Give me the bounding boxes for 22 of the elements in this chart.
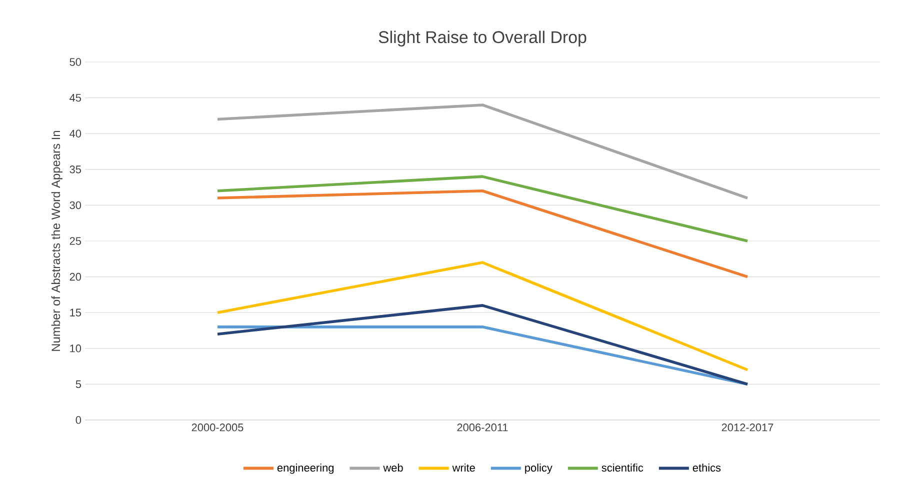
legend-label: scientific: [602, 464, 644, 472]
y-tick-label: 30: [70, 201, 82, 210]
y-axis-title: Number of Abstracts the Word Appears In: [51, 130, 62, 351]
x-tick-label: 2006-2011: [457, 424, 508, 432]
y-tick-label: 20: [70, 272, 82, 281]
y-tick-label: 45: [70, 94, 82, 102]
y-tick-label: 50: [70, 58, 82, 66]
legend-label: ethics: [692, 464, 721, 472]
legend-label: write: [452, 464, 475, 472]
legend-label: engineering: [277, 464, 334, 474]
y-tick-label: 0: [76, 416, 82, 424]
legend-label: web: [383, 464, 403, 472]
x-tick-label: 2012-2017: [722, 424, 774, 432]
chart-title: Slight Raise to Overall Drop: [378, 30, 586, 47]
y-tick-label: 35: [70, 166, 82, 174]
y-tick-label: 40: [70, 130, 82, 138]
x-tick-label: 2000-2005: [192, 424, 244, 432]
y-tick-label: 25: [70, 237, 82, 245]
y-tick-label: 10: [70, 344, 82, 352]
y-tick-label: 5: [76, 380, 82, 388]
y-tick-label: 15: [70, 308, 82, 316]
legend-label: policy: [525, 464, 552, 474]
